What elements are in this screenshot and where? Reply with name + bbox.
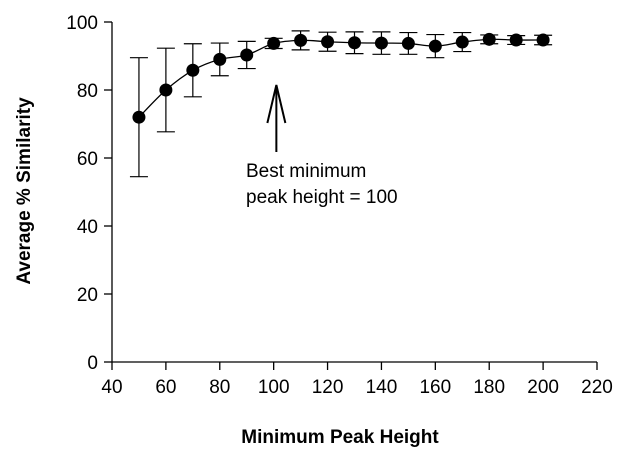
x-tick-label: 220	[581, 377, 613, 398]
data-point	[213, 52, 227, 66]
data-point	[374, 36, 388, 50]
data-point	[267, 36, 281, 50]
x-tick-label: 100	[258, 377, 290, 398]
annotation-text-line1: Best minimum	[246, 161, 366, 182]
data-point	[536, 33, 550, 47]
y-tick-label: 20	[77, 285, 98, 306]
data-point	[132, 110, 146, 124]
data-point	[509, 33, 523, 47]
series-layer	[129, 30, 553, 178]
x-axis-title: Minimum Peak Height	[241, 427, 439, 448]
x-tick-label: 40	[101, 377, 122, 398]
data-point	[186, 63, 200, 77]
y-tick-label: 0	[87, 353, 98, 374]
annotation-text-line2: peak height = 100	[246, 187, 398, 208]
data-point	[321, 35, 335, 49]
data-point	[348, 36, 361, 50]
x-tick-label: 140	[366, 377, 398, 398]
data-point	[159, 83, 173, 97]
x-tick-label: 200	[527, 377, 559, 398]
x-tick-label: 120	[312, 377, 344, 398]
y-tick-label: 40	[77, 217, 98, 238]
annotation-layer: Best minimum peak height = 100	[246, 84, 398, 208]
data-point	[428, 39, 442, 53]
data-point	[455, 35, 469, 49]
y-tick-label: 80	[77, 81, 98, 102]
data-point	[294, 33, 308, 47]
annotation-arrow-head	[266, 84, 287, 124]
data-point	[401, 36, 415, 50]
x-tick-label: 180	[473, 377, 505, 398]
y-tick-label: 60	[77, 149, 98, 170]
x-tick-label: 160	[419, 377, 451, 398]
x-tick-label: 60	[155, 377, 176, 398]
data-point	[482, 32, 496, 46]
y-axis-title: Average % Similarity	[14, 97, 35, 285]
tick-layer: 40 60 80 100 120 140 160 180 200 220 0 20 40 60 80 100	[66, 13, 613, 398]
y-tick-label: 100	[66, 13, 98, 34]
data-point	[240, 48, 254, 62]
series-line	[138, 38, 544, 118]
x-tick-label: 80	[209, 377, 230, 398]
